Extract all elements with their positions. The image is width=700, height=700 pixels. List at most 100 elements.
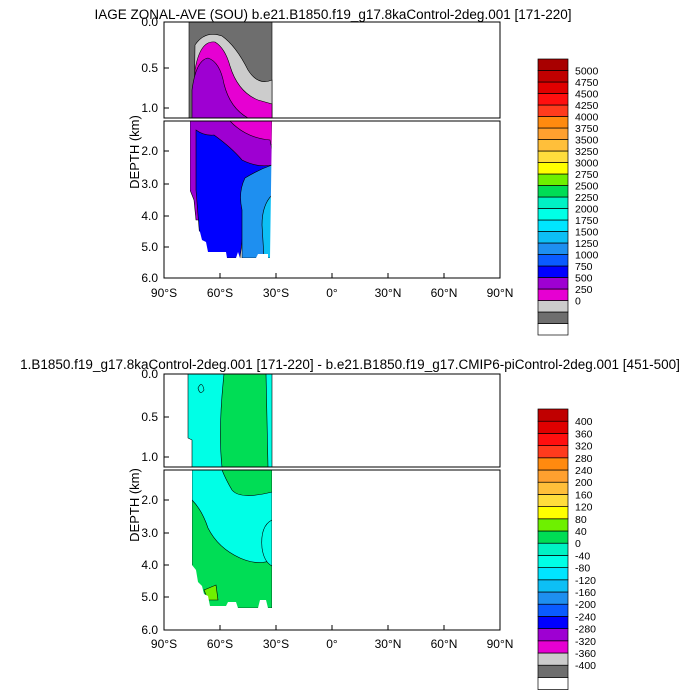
p2-ytick-3.0: 3.0	[141, 526, 158, 540]
colorbar-label: -280	[575, 624, 596, 636]
colorbar-swatch	[537, 277, 569, 290]
colorbar-label: 2500	[575, 181, 599, 193]
colorbar-swatch	[537, 208, 569, 221]
colorbar-swatch	[537, 116, 569, 129]
colorbar-label: 320	[575, 441, 593, 453]
colorbar-label: 4000	[575, 112, 599, 124]
colorbar-swatch	[537, 506, 569, 520]
colorbar-label: -120	[575, 575, 596, 587]
colorbar-label: 1500	[575, 227, 599, 239]
panel-1: IAGE ZONAL-AVE (SOU) b.e21.B1850.f19_g17…	[94, 7, 599, 336]
colorbar-label: 250	[575, 284, 593, 296]
colorbar-swatch	[537, 628, 569, 642]
colorbar-label: 3250	[575, 146, 599, 158]
colorbar-swatch	[537, 231, 569, 244]
panel-1-ylabel: DEPTH (km)	[127, 115, 142, 189]
panel-2-lower-field	[164, 470, 500, 630]
colorbar-label: 4750	[575, 77, 599, 89]
p1-ytick-2.0: 2.0	[141, 144, 158, 158]
panel-2-title: 1.B1850.f19_g17.8kaControl-2deg.001 [171…	[20, 357, 680, 372]
colorbar-label: 750	[575, 261, 593, 273]
p1-xtick-30N: 30°N	[375, 286, 402, 300]
p1-xtick-90S: 90°S	[151, 286, 177, 300]
colorbar-swatch	[537, 518, 569, 532]
colorbar-label: 0	[575, 538, 581, 550]
panel-1-upper-frame	[163, 21, 501, 119]
diff-level-cyan-c	[261, 519, 273, 567]
colorbar-swatch	[537, 311, 569, 324]
colorbar-label: 1000	[575, 250, 599, 262]
colorbar-label: 160	[575, 489, 593, 501]
colorbar-label: -320	[575, 636, 596, 648]
colorbar-label: 240	[575, 465, 593, 477]
colorbar-label: 2250	[575, 192, 599, 204]
colorbar-label: -40	[575, 550, 590, 562]
colorbar-swatch	[537, 494, 569, 507]
colorbar-label: 360	[575, 428, 593, 440]
colorbar-label: 3000	[575, 158, 599, 170]
colorbar-swatch	[537, 677, 569, 690]
colorbar-swatch	[537, 196, 569, 209]
colorbar-swatch	[537, 579, 569, 593]
colorbar-label: 1750	[575, 215, 599, 227]
colorbar-swatch	[537, 640, 569, 654]
field-level-4	[191, 57, 249, 118]
colorbar-swatch	[537, 567, 569, 581]
colorbar-swatch	[537, 408, 569, 422]
colorbar-swatch	[537, 185, 569, 198]
panel-2-colorbar: 40036032028024020016012080400-40-80-120-…	[537, 408, 596, 690]
colorbar-swatch	[537, 420, 569, 434]
colorbar-label: 2000	[575, 204, 599, 216]
topography-mask	[164, 121, 500, 278]
p1-xtick-90N: 90°N	[487, 286, 514, 300]
p2-xtick-60N: 60°N	[431, 637, 458, 651]
colorbar-label: -240	[575, 611, 596, 623]
panel-1-colorbar: 5000475045004250400037503500325030002750…	[537, 58, 599, 336]
p2-xtick-0: 0°	[326, 637, 338, 651]
colorbar-swatch	[537, 445, 569, 459]
p2-ytick-2.0: 2.0	[141, 493, 158, 507]
colorbar-swatch	[537, 603, 569, 617]
colorbar-swatch	[537, 242, 569, 255]
colorbar-swatch	[537, 288, 569, 301]
colorbar-swatch	[537, 591, 569, 605]
field-level-7	[261, 194, 273, 259]
p1-xtick-60N: 60°N	[431, 286, 458, 300]
colorbar-swatch	[537, 150, 569, 163]
colorbar-label: 0	[575, 296, 581, 308]
diff-level-green	[220, 374, 269, 467]
colorbar-label: 120	[575, 502, 593, 514]
colorbar-swatch	[537, 58, 569, 71]
p2-xtick-90N: 90°N	[487, 637, 514, 651]
colorbar-swatch	[537, 664, 569, 678]
colorbar-label: -80	[575, 563, 590, 575]
panel-1-upper-field	[188, 22, 273, 118]
p1-ytick-5.0: 5.0	[141, 240, 158, 254]
p1-xtick-0: 0°	[326, 286, 338, 300]
colorbar-label: 5000	[575, 66, 599, 78]
colorbar-label: -400	[575, 660, 596, 672]
colorbar-swatch	[537, 300, 569, 313]
colorbar-swatch	[537, 162, 569, 175]
colorbar-label: 4500	[575, 89, 599, 101]
p2-xtick-60S: 60°S	[207, 637, 233, 651]
p1-xtick-60S: 60°S	[207, 286, 233, 300]
p2-ytick-4.0: 4.0	[141, 558, 158, 572]
p2-ytick-0.0: 0.0	[141, 367, 158, 381]
p2-ytick-1.0: 1.0	[141, 450, 158, 464]
colorbar-swatch	[537, 652, 569, 666]
p2-xtick-30S: 30°S	[263, 637, 289, 651]
colorbar-swatch	[537, 70, 569, 83]
colorbar-swatch	[537, 254, 569, 267]
p2-ytick-6.0: 6.0	[141, 623, 158, 637]
colorbar-swatch	[537, 469, 569, 483]
p2-xtick-90S: 90°S	[151, 637, 177, 651]
colorbar-swatch	[537, 542, 569, 556]
colorbar-label: 3500	[575, 135, 599, 147]
panel-1-title: IAGE ZONAL-AVE (SOU) b.e21.B1850.f19_g17…	[94, 7, 571, 22]
colorbar-label: 1250	[575, 238, 599, 250]
colorbar-swatch	[537, 127, 569, 140]
colorbar-swatch	[537, 81, 569, 94]
p1-ytick-0.0: 0.0	[141, 15, 158, 29]
p1-ytick-6.0: 6.0	[141, 271, 158, 285]
